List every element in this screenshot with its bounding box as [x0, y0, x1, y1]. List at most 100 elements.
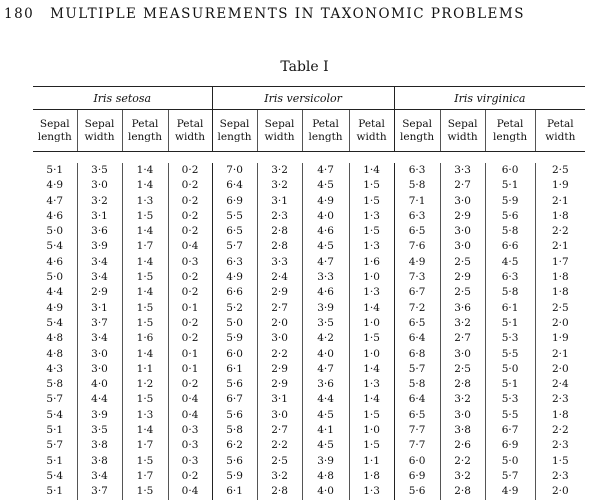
column-header-line1: Sepal: [84, 117, 115, 130]
table-cell: 4·7: [46, 194, 64, 207]
table-cell: 1·0: [348, 315, 395, 332]
table-cell: 1·8: [534, 270, 586, 286]
table-cell: 2·9: [76, 285, 122, 301]
column-header: Sepal length: [211, 109, 258, 152]
table-cell: 1·3: [348, 285, 395, 301]
table-cell: 4·6: [46, 255, 64, 268]
table-row: 4·9 3·1 1·5 0·1 5·2 2·7 3·9 1·4 7·2 3·6 6·1 2·5: [33, 300, 586, 316]
table-row: 4·8 3·0 1·4 0·1 6·0 2·2 4·0 1·0 6·8 3·0 5·5 2·1: [33, 346, 586, 362]
column-header-line2: width: [447, 130, 478, 143]
table-cell: 1·0: [348, 346, 395, 362]
table-row: 4·6 3·1 1·5 0·2 5·5 2·3 4·0 1·3 6·3 2·9 5·6 1·8: [33, 208, 586, 225]
table-cell: 4·6: [301, 224, 350, 240]
table-cell: 0·2: [167, 163, 213, 179]
table-cell: 4·5: [484, 254, 536, 271]
table-cell: 3·6: [301, 377, 350, 393]
table-cell: 0·4: [167, 407, 213, 424]
table-cell: 2·3: [534, 392, 586, 408]
column-header-line1: Petal: [312, 117, 339, 130]
table-cell: 5·1: [484, 315, 536, 332]
table-cell: 2·3: [256, 208, 303, 225]
column-header-line2: length: [217, 130, 252, 143]
table-cell: 1·1: [348, 453, 395, 469]
table-cell: 4·7: [301, 163, 350, 179]
table-row: 4·9 3·0 1·4 0·2 6·4 3·2 4·5 1·5 5·8 2·7 5·1 1·9: [33, 178, 586, 194]
table-cell: 0·1: [167, 300, 213, 316]
table-cell: 5·4: [46, 240, 64, 253]
table-cell: 4·6: [301, 285, 350, 301]
table-cell: 2·5: [256, 453, 303, 469]
table-cell: 2·9: [256, 285, 303, 301]
table-cell: 6·2: [211, 438, 258, 454]
table-row: 5·7 4·4 1·5 0·4 6·7 3·1 4·4 1·4 6·4 3·2 5·3 2·3: [33, 392, 586, 408]
column-header-line2: width: [174, 130, 206, 143]
table-cell: 2·2: [439, 453, 486, 469]
table-cell: 1·5: [121, 392, 168, 408]
table-cell: 6·0: [484, 163, 536, 179]
table-cell: 7·3: [393, 270, 441, 286]
table-cell: 1·8: [534, 208, 586, 225]
table-cell: 5·6: [211, 377, 258, 393]
table-cell: 6·0: [211, 346, 258, 362]
table-cell: 3·7: [76, 484, 122, 500]
table-cell: 5·2: [211, 300, 258, 316]
table-cell: 1·4: [348, 300, 395, 316]
table-cell: 4·5: [301, 239, 350, 255]
table-cell: 1·7: [121, 468, 168, 485]
table-cell: 5·1: [46, 454, 64, 467]
table-cell: 5·8: [484, 285, 536, 301]
table-cell: 3·0: [439, 239, 486, 255]
table-cell: 1·9: [534, 331, 586, 347]
table-cell: 5·0: [46, 225, 64, 238]
table-cell: 2·7: [256, 423, 303, 439]
table-cell: 6·9: [393, 468, 441, 485]
table-cell: 2·5: [439, 285, 486, 301]
table-cell: 0·2: [167, 331, 213, 347]
table-row: 5·1 3·7 1·5 0·4 6·1 2·8 4·0 1·3 5·6 2·8 4·9 2·0: [33, 484, 586, 500]
table-cell: 5·8: [393, 377, 441, 393]
table-cell: 6·0: [393, 453, 441, 469]
table-cell: 2·9: [256, 361, 303, 378]
table-cell: 2·6: [439, 438, 486, 454]
table-row: 5·8 4·0 1·2 0·2 5·6 2·9 3·6 1·3 5·8 2·8 5·1 2·4: [33, 377, 586, 393]
table-cell: 3·8: [76, 453, 122, 469]
table-title: Table I: [280, 59, 329, 75]
table-row: 4·3 3·0 1·1 0·1 6·1 2·9 4·7 1·4 5·7 2·5 5·0 2·0: [33, 361, 586, 378]
table-cell: 7·6: [393, 239, 441, 255]
table-cell: 3·5: [76, 163, 122, 179]
table-cell: 4·9: [301, 193, 350, 209]
table-cell: 1·4: [348, 163, 395, 179]
table-cell: 2·5: [534, 163, 586, 179]
table-cell: 3·6: [439, 300, 486, 316]
table-cell: 4·7: [301, 254, 350, 271]
table-cell: 1·7: [121, 239, 168, 255]
table-cell: 0·2: [167, 377, 213, 393]
table-cell: 2·2: [256, 438, 303, 454]
table-cell: 1·5: [121, 484, 168, 500]
table-cell: 0·2: [167, 270, 213, 286]
table-cell: 2·8: [439, 377, 486, 393]
table-cell: 2·1: [534, 193, 586, 209]
species-heading-virginica: Iris virginica: [393, 86, 586, 110]
table-cell: 5·4: [46, 408, 64, 421]
table-cell: 5·8: [484, 224, 536, 240]
table-cell: 7·2: [393, 300, 441, 316]
table-cell: 1·5: [121, 270, 168, 286]
table-cell: 0·3: [167, 438, 213, 454]
table-cell: 4·9: [46, 301, 64, 314]
table-cell: 1·8: [348, 468, 395, 485]
table-cell: 6·3: [484, 270, 536, 286]
table-cell: 3·0: [256, 331, 303, 347]
table-cell: 4·4: [301, 392, 350, 408]
table-cell: 2·8: [439, 484, 486, 500]
table-cell: 1·5: [121, 453, 168, 469]
table-cell: 1·5: [348, 331, 395, 347]
table-cell: 3·2: [256, 468, 303, 485]
table-cell: 0·1: [167, 361, 213, 378]
table-cell: 3·9: [76, 239, 122, 255]
table-cell: 2·5: [439, 254, 486, 271]
table-cell: 6·7: [484, 423, 536, 439]
table-cell: 5·6: [484, 208, 536, 225]
table-cell: 1·5: [121, 300, 168, 316]
table-cell: 1·8: [534, 285, 586, 301]
